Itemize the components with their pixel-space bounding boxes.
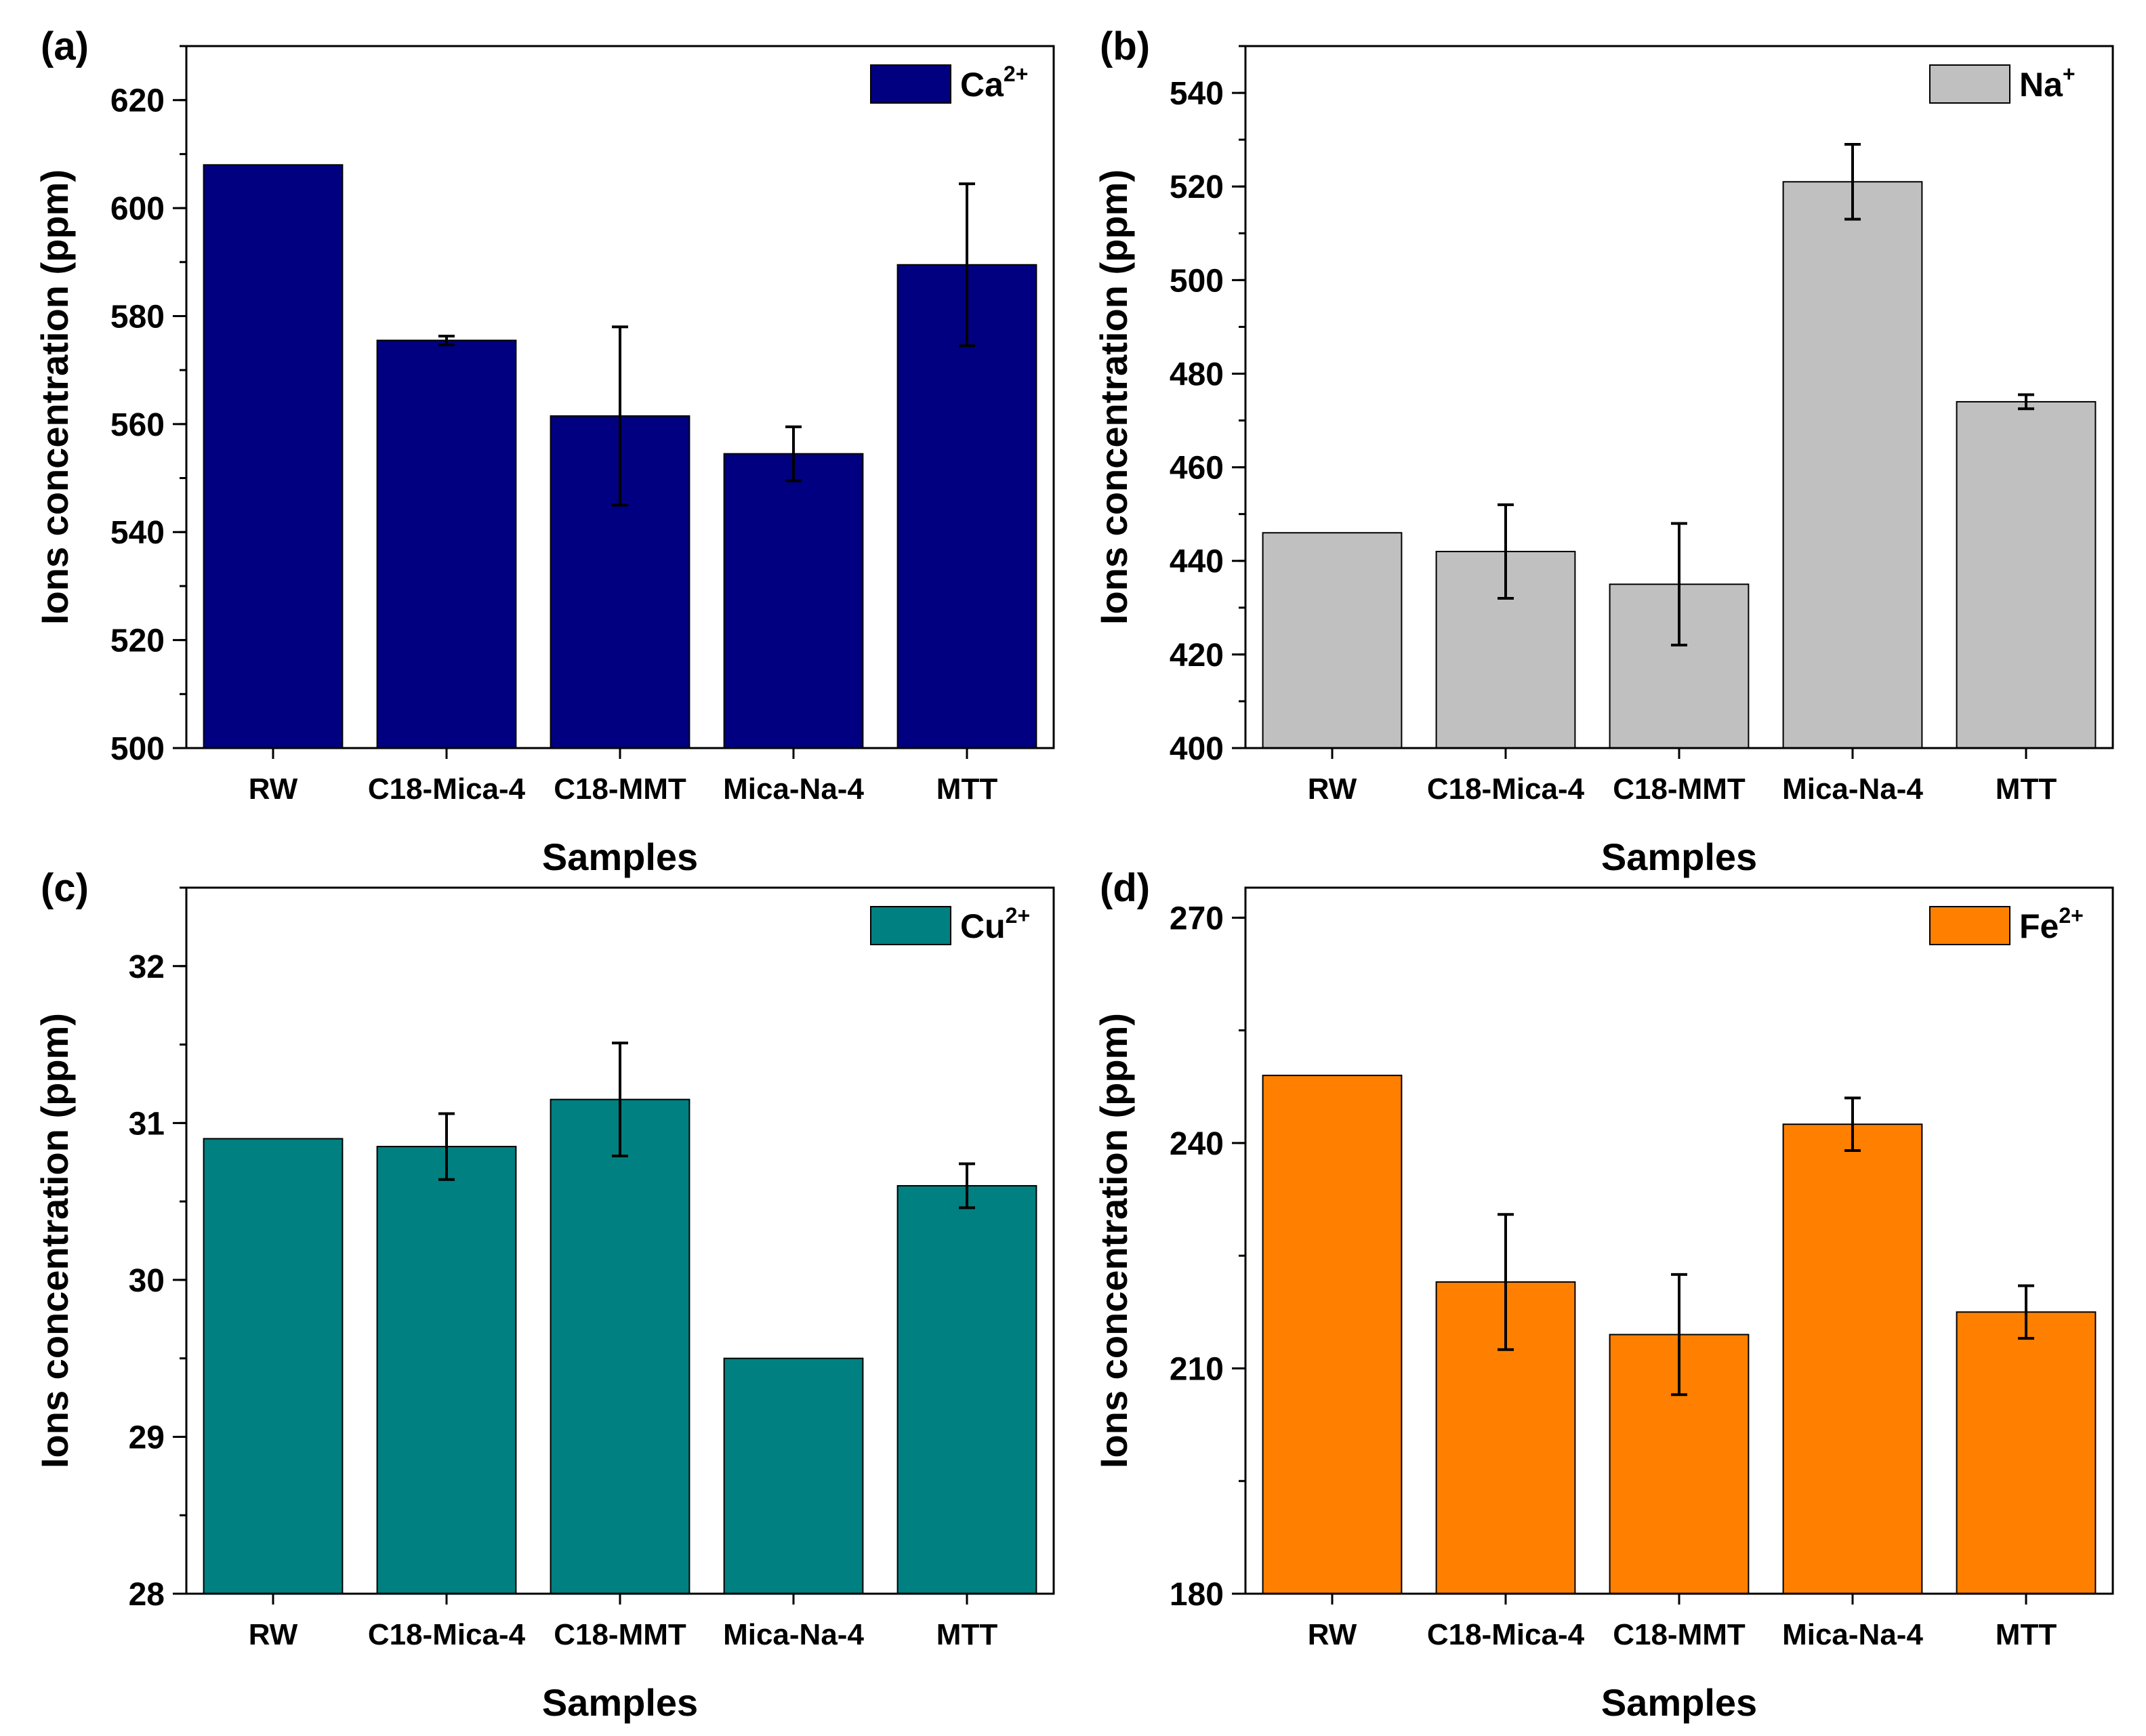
legend-label: Ca2+ (960, 62, 1028, 104)
legend-ion: Fe (2019, 907, 2059, 945)
legend-ion: Ca (960, 66, 1004, 104)
plot-frame (1244, 886, 2114, 1595)
plot-frame (1244, 45, 2114, 749)
y-tick-label: 31 (129, 1106, 165, 1142)
y-tick-label: 240 (1170, 1126, 1224, 1162)
plot-frame (185, 886, 1055, 1595)
y-tick-label: 540 (110, 515, 165, 551)
x-tick-label: MTT (1996, 772, 2057, 806)
y-axis-title: Ions concentration (ppm) (33, 1013, 76, 1468)
x-tick-label: C18-Mica-4 (368, 772, 526, 806)
legend-charge: 2+ (2059, 903, 2083, 928)
x-tick-label: C18-Mica-4 (368, 1618, 526, 1651)
x-tick-label: MTT (1996, 1618, 2057, 1651)
y-tick-label: 460 (1170, 451, 1224, 487)
panel-b: RW C18-Mica-4 C18-MMT Mica-Na-4 MTT 400 420 440… (1092, 24, 2114, 878)
x-tick-label: Mica-Na-4 (1782, 772, 1923, 806)
y-axis-title: Ions concentration (ppm) (1092, 169, 1135, 625)
legend-ion: Na (2019, 66, 2063, 104)
plot-frame (185, 45, 1055, 749)
panel-label: (d) (1100, 866, 1150, 910)
y-tick-label: 600 (110, 191, 165, 227)
x-tick-label: C18-MMT (1613, 1618, 1746, 1651)
legend-swatch (1929, 64, 2010, 104)
y-tick-label: 400 (1170, 731, 1224, 767)
y-tick-label: 520 (110, 623, 165, 659)
bar (376, 1146, 517, 1594)
legend-label: Cu2+ (960, 903, 1030, 945)
y-tick-label: 29 (129, 1420, 165, 1455)
bar (1262, 1075, 1403, 1594)
y-tick-label: 180 (1170, 1577, 1224, 1613)
x-tick-label: MTT (936, 772, 998, 806)
x-tick-label: C18-MMT (554, 772, 686, 806)
legend-charge: 2+ (1006, 903, 1030, 928)
bar (1956, 400, 2097, 749)
bar (1782, 1123, 1923, 1595)
y-tick-label: 28 (129, 1577, 165, 1613)
bar (1262, 532, 1403, 749)
y-tick-label: 440 (1170, 544, 1224, 580)
bar (1956, 1311, 2097, 1594)
y-tick-label: 560 (110, 407, 165, 443)
bar (203, 1138, 344, 1594)
x-tick-label: C18-MMT (554, 1618, 686, 1651)
legend-label: Na+ (2019, 62, 2076, 104)
bar (896, 1184, 1037, 1594)
x-axis-title: Samples (1601, 1681, 1757, 1724)
x-tick-label: Mica-Na-4 (1782, 1618, 1923, 1651)
y-tick-label: 500 (1170, 263, 1224, 299)
legend-charge: + (2063, 62, 2076, 86)
y-tick-label: 580 (110, 299, 165, 335)
y-axis-title: Ions concentration (ppm) (1092, 1013, 1135, 1468)
y-tick-label: 420 (1170, 638, 1224, 674)
y-axis-title: Ions concentration (ppm) (33, 169, 76, 625)
x-tick-label: C18-Mica-4 (1427, 772, 1585, 806)
y-tick-label: 270 (1170, 901, 1224, 936)
y-tick-label: 620 (110, 83, 165, 119)
x-tick-label: RW (1308, 1618, 1357, 1651)
panel-a: RW C18-Mica-4 C18-MMT Mica-Na-4 MTT 500 520 540… (33, 24, 1055, 878)
legend-label: Fe2+ (2019, 903, 2084, 945)
x-tick-label: RW (249, 1618, 298, 1651)
bar (550, 1098, 690, 1594)
legend-swatch (870, 906, 951, 945)
legend-swatch (870, 64, 951, 104)
legend-swatch (1929, 906, 2010, 945)
x-tick-label: C18-MMT (1613, 772, 1746, 806)
y-tick-label: 30 (129, 1263, 165, 1299)
x-axis-title: Samples (542, 835, 698, 878)
bar (723, 1357, 864, 1594)
x-tick-label: Mica-Na-4 (723, 1618, 864, 1651)
y-tick-label: 520 (1170, 169, 1224, 205)
x-tick-label: MTT (936, 1618, 998, 1651)
x-tick-label: RW (249, 772, 298, 806)
panel-d: RW C18-Mica-4 C18-MMT Mica-Na-4 MTT 180 210 240… (1092, 866, 2114, 1724)
bar (376, 339, 517, 749)
panel-label: (c) (41, 866, 89, 910)
x-axis-title: Samples (542, 1681, 698, 1724)
bar (203, 164, 344, 749)
y-tick-label: 500 (110, 731, 165, 767)
x-tick-label: Mica-Na-4 (723, 772, 864, 806)
y-tick-label: 480 (1170, 356, 1224, 392)
panel-label: (a) (41, 24, 89, 68)
legend-ion: Cu (960, 907, 1006, 945)
bar (1782, 181, 1923, 749)
y-tick-label: 32 (129, 949, 165, 985)
panel-label: (b) (1100, 24, 1150, 68)
y-tick-label: 210 (1170, 1351, 1224, 1387)
panel-c: RW C18-Mica-4 C18-MMT Mica-Na-4 MTT 28 29 30 31 3… (33, 866, 1055, 1724)
bar (723, 453, 864, 749)
x-axis-title: Samples (1601, 835, 1757, 878)
y-tick-label: 540 (1170, 76, 1224, 112)
x-tick-label: C18-Mica-4 (1427, 1618, 1585, 1651)
x-tick-label: RW (1308, 772, 1357, 806)
legend-charge: 2+ (1004, 62, 1028, 86)
